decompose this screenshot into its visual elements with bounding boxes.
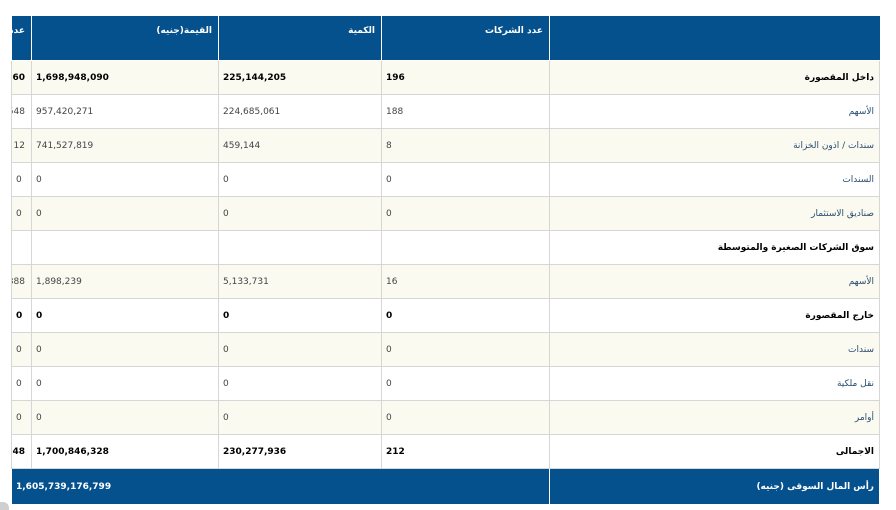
cell-value: 0 (31, 332, 219, 367)
cell-trades: 0 (11, 400, 32, 435)
cell-quantity: 5,133,731 (218, 264, 382, 299)
scrollbar-thumb[interactable] (0, 502, 9, 510)
cell-label: نقل ملكية (549, 366, 880, 401)
cell-companies: 8 (381, 128, 550, 163)
cell-trades: 0 (11, 162, 32, 197)
cell-trades: 28,548 (11, 94, 32, 129)
cell-value: 0 (31, 366, 219, 401)
header-label (549, 15, 880, 61)
cell-trades: 0 (11, 298, 32, 333)
table-row: صناديق الاستثمار 0 0 0 0 (11, 196, 880, 231)
market-cap-value: 1,605,739,176,799 (11, 468, 550, 505)
cell-quantity: 0 (218, 366, 382, 401)
cell-value: 1,700,846,328 (31, 434, 219, 469)
table-row: سوق الشركات الصغيرة والمتوسطة (11, 230, 880, 265)
cell-label: سندات (549, 332, 880, 367)
table-row: خارج المقصورة 0 0 0 0 (11, 298, 880, 333)
cell-quantity: 0 (218, 162, 382, 197)
cell-value: 0 (31, 162, 219, 197)
cell-companies: 0 (381, 332, 550, 367)
cell-trades: 388 (11, 264, 32, 299)
cell-label: الأسهم (549, 94, 880, 129)
cell-trades: 28,948 (11, 434, 32, 469)
header-trades: عدد العمليات (11, 15, 32, 61)
cell-companies: 0 (381, 366, 550, 401)
cell-companies: 212 (381, 434, 550, 469)
table-row: سندات 0 0 0 0 (11, 332, 880, 367)
cell-label: سوق الشركات الصغيرة والمتوسطة (549, 230, 880, 265)
cell-trades: 28,560 (11, 60, 32, 95)
table-row: الاجمالى212230,277,9361,700,846,32828,94… (11, 434, 880, 469)
cell-label: سندات / اذون الخزانة (549, 128, 880, 163)
cell-trades: 0 (11, 366, 32, 401)
cell-trades: 12 (11, 128, 32, 163)
table-row: سندات / اذون الخزانة 8 459,144 741,527,819 1… (11, 128, 880, 163)
cell-trades: 0 (11, 332, 32, 367)
cell-companies: 0 (381, 298, 550, 333)
cell-value: 957,420,271 (31, 94, 219, 129)
table-row: أوامر 0 0 0 0 (11, 400, 880, 435)
cell-companies (381, 230, 550, 265)
cell-value: 741,527,819 (31, 128, 219, 163)
header-value: القيمة(جنيه) (31, 15, 219, 61)
header-quantity: الكمية (218, 15, 382, 61)
table-row: السندات 0 0 0 0 (11, 162, 880, 197)
cell-quantity: 230,277,936 (218, 434, 382, 469)
cell-label: الاجمالى (549, 434, 880, 469)
cell-quantity: 225,144,205 (218, 60, 382, 95)
cell-value (31, 230, 219, 265)
cell-companies: 0 (381, 400, 550, 435)
table-header-row: عدد الشركات الكمية القيمة(جنيه) عدد العم… (11, 15, 880, 61)
market-cap-label: رأس المال السوقى (جنيه) (549, 468, 880, 505)
cell-trades: 0 (11, 196, 32, 231)
cell-quantity: 459,144 (218, 128, 382, 163)
cell-value: 0 (31, 298, 219, 333)
cell-value: 0 (31, 196, 219, 231)
cell-label: خارج المقصورة (549, 298, 880, 333)
cell-companies: 188 (381, 94, 550, 129)
cell-label: أوامر (549, 400, 880, 435)
table-row: نقل ملكية 0 0 0 0 (11, 366, 880, 401)
header-companies: عدد الشركات (381, 15, 550, 61)
cell-quantity: 0 (218, 196, 382, 231)
cell-companies: 16 (381, 264, 550, 299)
cell-value: 1,698,948,090 (31, 60, 219, 95)
cell-quantity: 224,685,061 (218, 94, 382, 129)
cell-label: السندات (549, 162, 880, 197)
cell-companies: 0 (381, 196, 550, 231)
cell-quantity (218, 230, 382, 265)
cell-quantity: 0 (218, 400, 382, 435)
cell-quantity: 0 (218, 298, 382, 333)
cell-label: الأسهم (549, 264, 880, 299)
cell-label: صناديق الاستثمار (549, 196, 880, 231)
cell-label: داخل المقصورة (549, 60, 880, 95)
table-row: داخل المقصورة 196 225,144,205 1,698,948,090… (11, 60, 880, 95)
market-summary-table: عدد الشركات الكمية القيمة(جنيه) عدد العم… (11, 15, 880, 505)
cell-companies: 0 (381, 162, 550, 197)
table-body: داخل المقصورة 196 225,144,205 1,698,948,090… (11, 60, 880, 469)
cell-quantity: 0 (218, 332, 382, 367)
cell-value: 1,898,239 (31, 264, 219, 299)
cell-value: 0 (31, 400, 219, 435)
cell-trades (11, 230, 32, 265)
cell-companies: 196 (381, 60, 550, 95)
market-cap-row: رأس المال السوقى (جنيه) 1,605,739,176,79… (11, 468, 880, 505)
